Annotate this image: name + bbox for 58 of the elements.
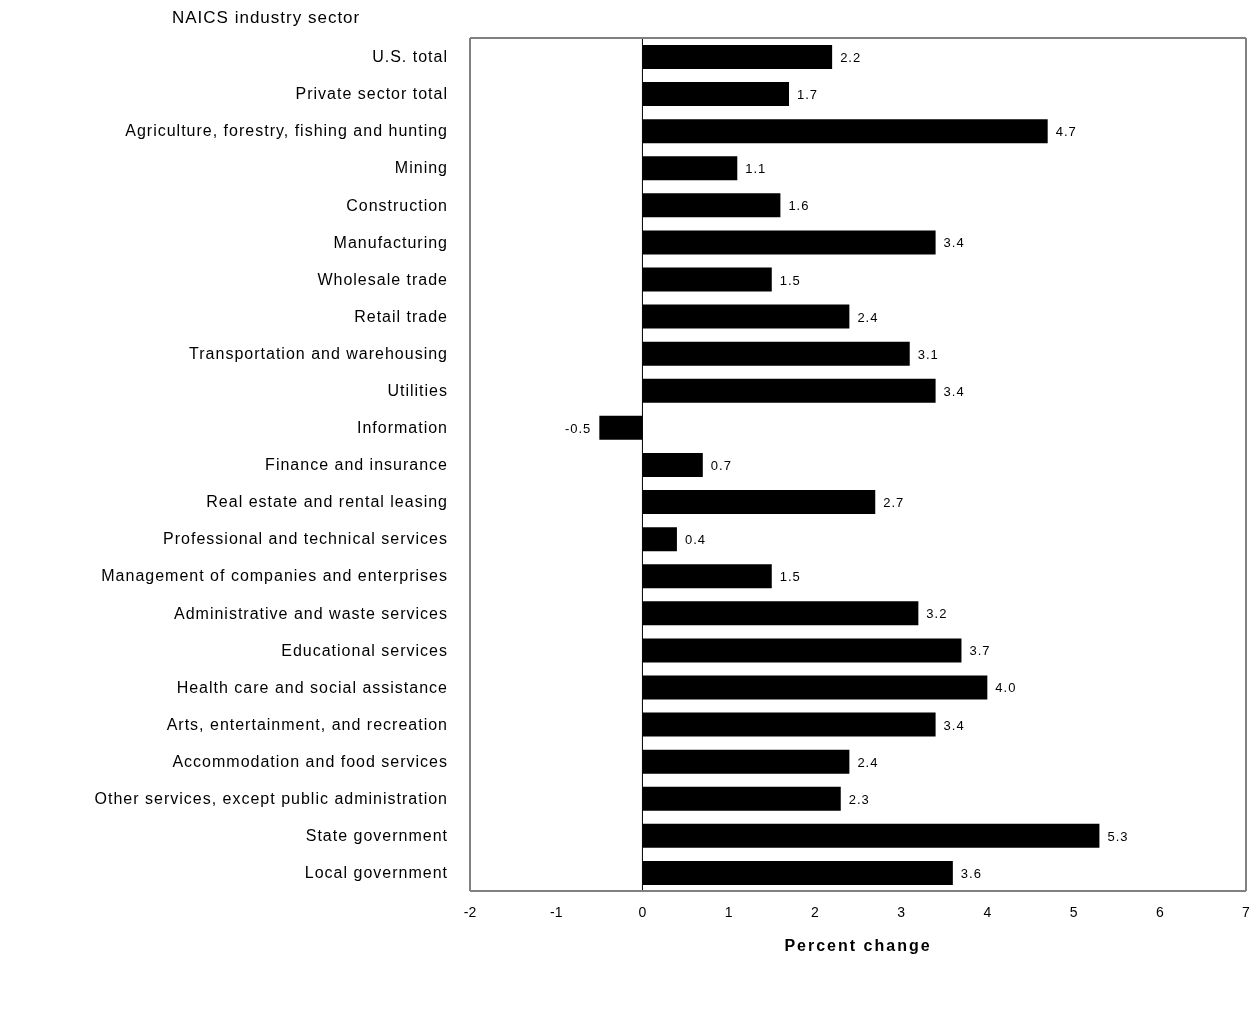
x-tick-label: 7 [1242, 903, 1251, 920]
y-tick-label: Arts, entertainment, and recreation [166, 715, 448, 733]
y-tick-label: U.S. total [372, 48, 448, 66]
x-axis-title: Percent change [784, 937, 932, 954]
y-tick-label: Other services, except public administration [94, 789, 448, 807]
data-label: 3.4 [943, 235, 965, 251]
data-label: 5.3 [1107, 828, 1129, 844]
y-tick-label: Management of companies and enterprises [101, 567, 448, 585]
data-label: 1.7 [797, 87, 819, 103]
y-tick-label: State government [305, 827, 448, 845]
data-label: 2.3 [848, 791, 870, 807]
y-tick-label: Manufacturing [333, 233, 448, 251]
data-label: 0.4 [684, 532, 707, 548]
y-tick-label: Construction [346, 196, 448, 214]
data-label: 2.2 [840, 50, 862, 65]
x-tick-label: -2 [463, 903, 477, 920]
y-tick-label: Transportation and warehousing [189, 344, 448, 362]
x-tick-label: -1 [550, 903, 563, 920]
y-tick-label: Finance and insurance [265, 456, 448, 474]
x-tick-label: 0 [638, 903, 647, 920]
y-tick-label: Administrative and waste services [174, 604, 448, 622]
y-tick-label: Educational services [281, 641, 448, 659]
y-tick-label: Accommodation and food services [172, 752, 448, 770]
data-label: 1.6 [788, 198, 810, 214]
data-label: 1.5 [779, 272, 801, 288]
y-axis-title: NAICS industry sector [172, 8, 361, 28]
y-tick-label: Information [356, 419, 448, 437]
y-tick-label: Health care and social assistance [176, 678, 448, 696]
data-label: 0.7 [710, 457, 732, 473]
data-label: 3.2 [926, 606, 948, 622]
y-tick-label: Real estate and rental leasing [206, 493, 448, 511]
data-label: 3.4 [943, 383, 965, 399]
data-label: 3.4 [943, 717, 965, 733]
x-tick-label: 1 [724, 903, 733, 920]
data-label: 4.7 [1055, 124, 1077, 140]
y-tick-label: Agriculture, forestry, fishing and hunting [125, 122, 448, 140]
data-label: 3.1 [917, 346, 939, 362]
x-tick-label: 2 [810, 903, 819, 920]
data-label: 3.7 [969, 643, 991, 659]
data-label: 2.7 [883, 495, 905, 511]
y-tick-label: Local government [304, 864, 448, 882]
y-tick-label: Mining [394, 159, 448, 177]
y-tick-label: Professional and technical services [163, 530, 448, 548]
y-tick-label: Retail trade [354, 307, 448, 325]
y-tick-label: Utilities [387, 382, 448, 400]
data-label: 2.4 [857, 309, 879, 325]
x-tick-label: 5 [1069, 903, 1078, 920]
data-label: 2.4 [857, 754, 879, 770]
data-label: 1.5 [779, 569, 801, 585]
y-tick-label: Private sector total [295, 85, 448, 103]
x-tick-label: 6 [1155, 903, 1164, 920]
data-label: 1.1 [745, 161, 767, 177]
data-label: 3.6 [960, 865, 982, 881]
data-label: 4.0 [995, 680, 1017, 696]
x-tick-label: 4 [983, 903, 992, 920]
y-tick-label: Wholesale trade [317, 270, 448, 288]
x-tick-label: 3 [897, 903, 906, 920]
data-label: -0.5 [564, 420, 592, 436]
